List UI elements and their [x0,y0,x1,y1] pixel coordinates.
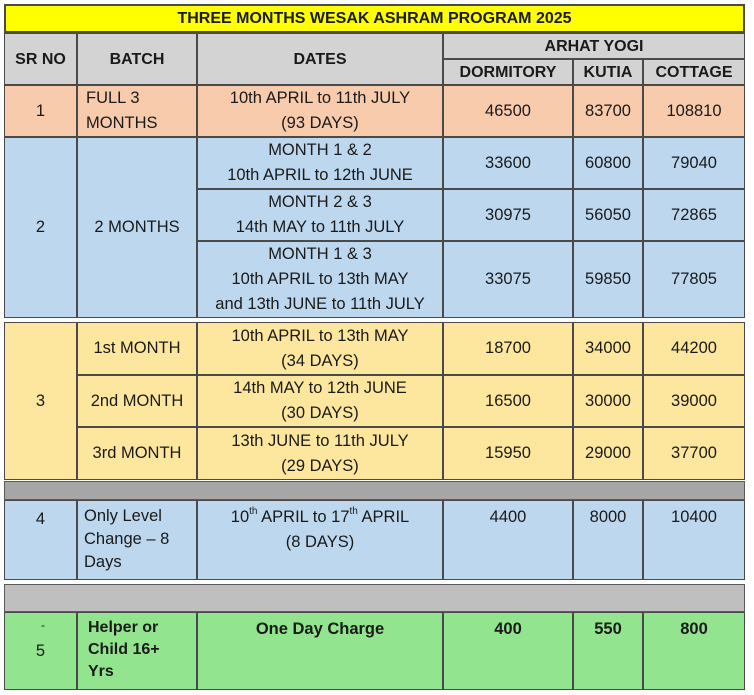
row5-batch: Helper or Child 16+ Yrs [77,612,197,690]
row2c-cottage: 77805 [643,241,745,318]
row2c-dates-line1: MONTH 1 & 3 [268,245,372,263]
row2b-dates-line2: 14th MAY to 11th JULY [235,218,405,236]
row3c-dates: 13th JUNE to 11th JULY (29 DAYS) [197,427,443,480]
row1-dormitory: 46500 [443,85,573,137]
row1-dates-line1: 10th APRIL to 11th JULY [229,89,411,107]
row5-cottage: 800 [643,612,745,690]
row5-batch-line3: Yrs [88,663,114,680]
row3-sr: 3 [4,322,77,480]
row2b-dates-line1: MONTH 2 & 3 [268,193,372,211]
row4-date-mid: APRIL to 17 [257,508,350,526]
row2-sr: 2 [4,137,77,318]
row2c-dates-line2: 10th APRIL to 13th MAY [231,270,409,288]
row3b-dormitory: 16500 [443,375,573,427]
header-dates: DATES [197,33,443,85]
row1-sr: 1 [4,85,77,137]
header-cottage: COTTAGE [643,59,745,85]
row3c-batch: 3rd MONTH [77,427,197,480]
row3a-dates-line2: (34 DAYS) [281,351,359,370]
row4-date-start-day: 10 [230,508,250,526]
row2a-dates: MONTH 1 & 2 10th APRIL to 12th JUNE [197,137,443,189]
row3a-batch: 1st MONTH [77,322,197,375]
row4-batch-line3: Days [84,553,122,571]
row4-batch-line1: Only Level [84,507,162,525]
row4-sr: 4 [4,500,77,580]
row4-cottage: 10400 [643,500,745,580]
header-kutia: KUTIA [573,59,643,85]
row5-dates: One Day Charge [197,612,443,690]
row3c-cottage: 37700 [643,427,745,480]
row2b-kutia: 56050 [573,189,643,241]
row2a-dates-line1: MONTH 1 & 2 [268,141,372,159]
row3b-kutia: 30000 [573,375,643,427]
row3a-dates-line1: 10th APRIL to 13th MAY [231,326,409,345]
header-dormitory: DORMITORY [443,59,573,85]
row2a-cottage: 79040 [643,137,745,189]
row4-batch: Only Level Change – 8 Days [77,500,197,580]
separator-bar-2 [4,584,745,612]
row4-batch-line2: Change – 8 [84,530,170,548]
row5-sr: - 5 [4,612,77,690]
header-batch: BATCH [77,33,197,85]
row5-batch-line1: Helper or [88,619,159,636]
table-title: THREE MONTHS WESAK ASHRAM PROGRAM 2025 [4,4,745,33]
row5-kutia: 550 [573,612,643,690]
row3a-cottage: 44200 [643,322,745,375]
row3c-dormitory: 15950 [443,427,573,480]
row2b-dates: MONTH 2 & 3 14th MAY to 11th JULY [197,189,443,241]
header-arhat-yogi: ARHAT YOGI [443,33,745,59]
row3c-kutia: 29000 [573,427,643,480]
row3b-dates-line1: 14th MAY to 12th JUNE [233,379,407,397]
row5-sr-mark: - [41,618,45,632]
row3b-dates: 14th MAY to 12th JUNE (30 DAYS) [197,375,443,427]
row2c-dates-line3: and 13th JUNE to 11th JULY [215,295,425,313]
row2b-cottage: 72865 [643,189,745,241]
row5-sr-number: 5 [35,641,46,660]
row3b-cottage: 39000 [643,375,745,427]
row3b-dates-line2: (30 DAYS) [281,404,359,422]
row4-date-end: APRIL [357,508,410,526]
row4-dates: 10th APRIL to 17th APRIL (8 DAYS) [197,500,443,580]
row1-dates: 10th APRIL to 11th JULY (93 DAYS) [197,85,443,137]
header-sr-no: SR NO [4,33,77,85]
row2-batch: 2 MONTHS [77,137,197,318]
row3c-dates-line1: 13th JUNE to 11th JULY [231,431,409,450]
row1-cottage: 108810 [643,85,745,137]
row2c-dates: MONTH 1 & 3 10th APRIL to 13th MAY and 1… [197,241,443,318]
row4-dates-line2: (8 DAYS) [285,533,355,551]
row2a-dormitory: 33600 [443,137,573,189]
row4-date-end-suffix: th [349,505,358,517]
row4-date-start-suffix: th [249,505,258,517]
row2a-dates-line2: 10th APRIL to 12th JUNE [227,166,413,184]
separator-bar [4,481,745,500]
row2c-dormitory: 33075 [443,241,573,318]
row5-dormitory: 400 [443,612,573,690]
row4-dates-line1: 10th APRIL to 17th APRIL [231,505,409,530]
row1-batch: FULL 3 MONTHS [77,85,197,137]
row4-kutia: 8000 [573,500,643,580]
row3a-dates: 10th APRIL to 13th MAY (34 DAYS) [197,322,443,375]
row3a-dormitory: 18700 [443,322,573,375]
row3c-dates-line2: (29 DAYS) [281,456,359,475]
row2b-dormitory: 30975 [443,189,573,241]
row4-dormitory: 4400 [443,500,573,580]
row5-batch-line2: Child 16+ [88,641,160,658]
row2a-kutia: 60800 [573,137,643,189]
row3b-batch: 2nd MONTH [77,375,197,427]
row2c-kutia: 59850 [573,241,643,318]
row1-batch-line2: MONTHS [86,114,158,132]
row1-dates-line2: (93 DAYS) [281,114,359,132]
row3a-kutia: 34000 [573,322,643,375]
row1-kutia: 83700 [573,85,643,137]
row1-batch-line1: FULL 3 [86,89,140,107]
